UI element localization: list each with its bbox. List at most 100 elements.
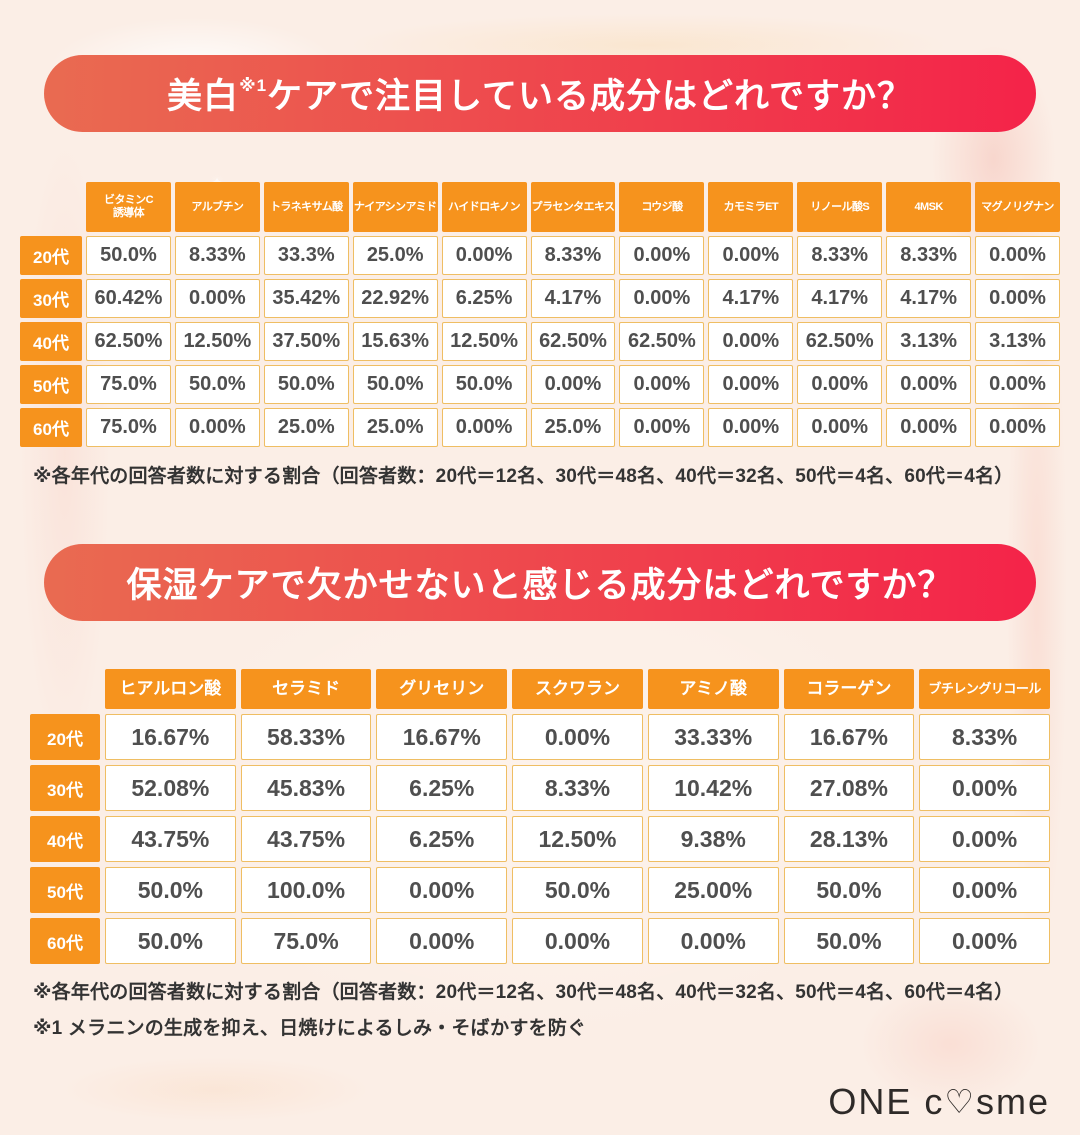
column-header: マグノリグナン xyxy=(975,182,1060,232)
question-banner-moisturizing: 保湿ケアで欠かせないと感じる成分はどれですか？ xyxy=(44,544,1036,621)
question-banner-whitening: 美白※1ケアで注目している成分はどれですか？ xyxy=(44,55,1036,132)
table-cell: 0.00% xyxy=(886,365,972,404)
table-cell: 8.33% xyxy=(174,236,260,275)
table-cell: 0.00% xyxy=(441,408,527,447)
table-cell: 50.0% xyxy=(105,918,236,964)
table-cell: 0.00% xyxy=(886,408,972,447)
table-cell: 50.0% xyxy=(783,918,915,964)
table-cell: 0.00% xyxy=(919,918,1050,964)
logo-text-right: sme xyxy=(975,1081,1050,1122)
table-cell: 12.50% xyxy=(441,322,527,361)
table-cell: 62.50% xyxy=(619,322,705,361)
table-cell: 25.0% xyxy=(263,408,349,447)
table-cell: 8.33% xyxy=(512,765,643,811)
table-cell: 0.00% xyxy=(975,236,1060,275)
table-cell: 25.00% xyxy=(647,867,779,913)
table-cell: 0.00% xyxy=(919,765,1050,811)
table-cell: 0.00% xyxy=(975,279,1060,318)
table-cell: 0.00% xyxy=(376,918,508,964)
table-cell: 8.33% xyxy=(530,236,616,275)
column-header: トラネキサム酸 xyxy=(263,182,349,232)
column-header: ブチレングリコール xyxy=(919,669,1050,709)
row-label: 60代 xyxy=(30,918,100,964)
table-cell: 25.0% xyxy=(352,236,438,275)
table-cell: 8.33% xyxy=(886,236,972,275)
table-cell: 0.00% xyxy=(441,236,527,275)
table-cell: 50.0% xyxy=(352,365,438,404)
table-cell: 0.00% xyxy=(797,365,883,404)
table-cell: 3.13% xyxy=(975,322,1060,361)
table-cell: 0.00% xyxy=(919,816,1050,862)
table-cell: 16.67% xyxy=(105,714,236,760)
table-cell: 75.0% xyxy=(86,408,171,447)
table-cell: 50.0% xyxy=(105,867,236,913)
table-corner xyxy=(30,669,100,709)
table-cell: 0.00% xyxy=(512,714,643,760)
table-cell: 45.83% xyxy=(240,765,372,811)
row-label: 40代 xyxy=(20,322,82,361)
table-cell: 8.33% xyxy=(797,236,883,275)
table-cell: 12.50% xyxy=(174,322,260,361)
column-header: コラーゲン xyxy=(783,669,915,709)
table-cell: 6.25% xyxy=(376,816,508,862)
table-cell: 0.00% xyxy=(619,408,705,447)
table-cell: 50.0% xyxy=(86,236,171,275)
table-cell: 62.50% xyxy=(797,322,883,361)
footnote-ratio: ※各年代の回答者数に対する割合（回答者数：20代＝12名、30代＝48名、40代… xyxy=(33,982,1014,1003)
table-cell: 58.33% xyxy=(240,714,372,760)
table-cell: 4.17% xyxy=(530,279,616,318)
table-cell: 8.33% xyxy=(919,714,1050,760)
footnote-marker: ※1 xyxy=(239,76,268,96)
heart-icon: ♡ xyxy=(944,1082,976,1121)
table-cell: 25.0% xyxy=(530,408,616,447)
question-title: 美白※1ケアで注目している成分はどれですか？ xyxy=(167,76,913,116)
table-cell: 4.17% xyxy=(708,279,794,318)
column-header: ビタミンC 誘導体 xyxy=(86,182,171,232)
row-label: 20代 xyxy=(20,236,82,275)
table-cell: 9.38% xyxy=(647,816,779,862)
column-header: リノール酸S xyxy=(797,182,883,232)
table-cell: 16.67% xyxy=(783,714,915,760)
table-cell: 0.00% xyxy=(619,365,705,404)
row-label: 40代 xyxy=(30,816,100,862)
column-header: ハイドロキノン xyxy=(441,182,527,232)
table-cell: 75.0% xyxy=(86,365,171,404)
row-label: 20代 xyxy=(30,714,100,760)
table-cell: 22.92% xyxy=(352,279,438,318)
row-label: 30代 xyxy=(30,765,100,811)
table-cell: 0.00% xyxy=(797,408,883,447)
column-header: セラミド xyxy=(240,669,372,709)
column-header: スクワラン xyxy=(512,669,643,709)
table-cell: 0.00% xyxy=(708,322,794,361)
table-cell: 4.17% xyxy=(797,279,883,318)
footnotes: ※各年代の回答者数に対する割合（回答者数：20代＝12名、30代＝48名、40代… xyxy=(33,976,1080,1046)
table-cell: 0.00% xyxy=(708,408,794,447)
column-header: コウジ酸 xyxy=(619,182,705,232)
table-cell: 3.13% xyxy=(886,322,972,361)
table-cell: 0.00% xyxy=(708,365,794,404)
table-cell: 0.00% xyxy=(619,236,705,275)
table-cell: 0.00% xyxy=(647,918,779,964)
table-cell: 50.0% xyxy=(263,365,349,404)
whitening-ingredients-table: ビタミンC 誘導体 アルブチン トラネキサム酸 ナイアシンアミド ハイドロキノン… xyxy=(20,182,1060,447)
column-header: 4MSK xyxy=(886,182,972,232)
table-cell: 0.00% xyxy=(376,867,508,913)
table-cell: 27.08% xyxy=(783,765,915,811)
table-cell: 0.00% xyxy=(919,867,1050,913)
table-cell: 0.00% xyxy=(530,365,616,404)
table-corner xyxy=(20,182,82,232)
table-cell: 0.00% xyxy=(975,408,1060,447)
logo-text-left: ONE c xyxy=(828,1081,945,1122)
footnote-whitening-definition: ※1 メラニンの生成を抑え、日焼けによるしみ・そばかすを防ぐ xyxy=(33,1018,587,1040)
table-cell: 33.3% xyxy=(263,236,349,275)
one-cosme-logo: ONE c♡sme xyxy=(828,1081,1050,1123)
table-cell: 0.00% xyxy=(174,408,260,447)
column-header: カモミラET xyxy=(708,182,794,232)
table-cell: 0.00% xyxy=(708,236,794,275)
table-cell: 16.67% xyxy=(376,714,508,760)
column-header: アミノ酸 xyxy=(647,669,779,709)
table-cell: 12.50% xyxy=(512,816,643,862)
table-cell: 35.42% xyxy=(263,279,349,318)
table-cell: 0.00% xyxy=(512,918,643,964)
table-cell: 0.00% xyxy=(975,365,1060,404)
